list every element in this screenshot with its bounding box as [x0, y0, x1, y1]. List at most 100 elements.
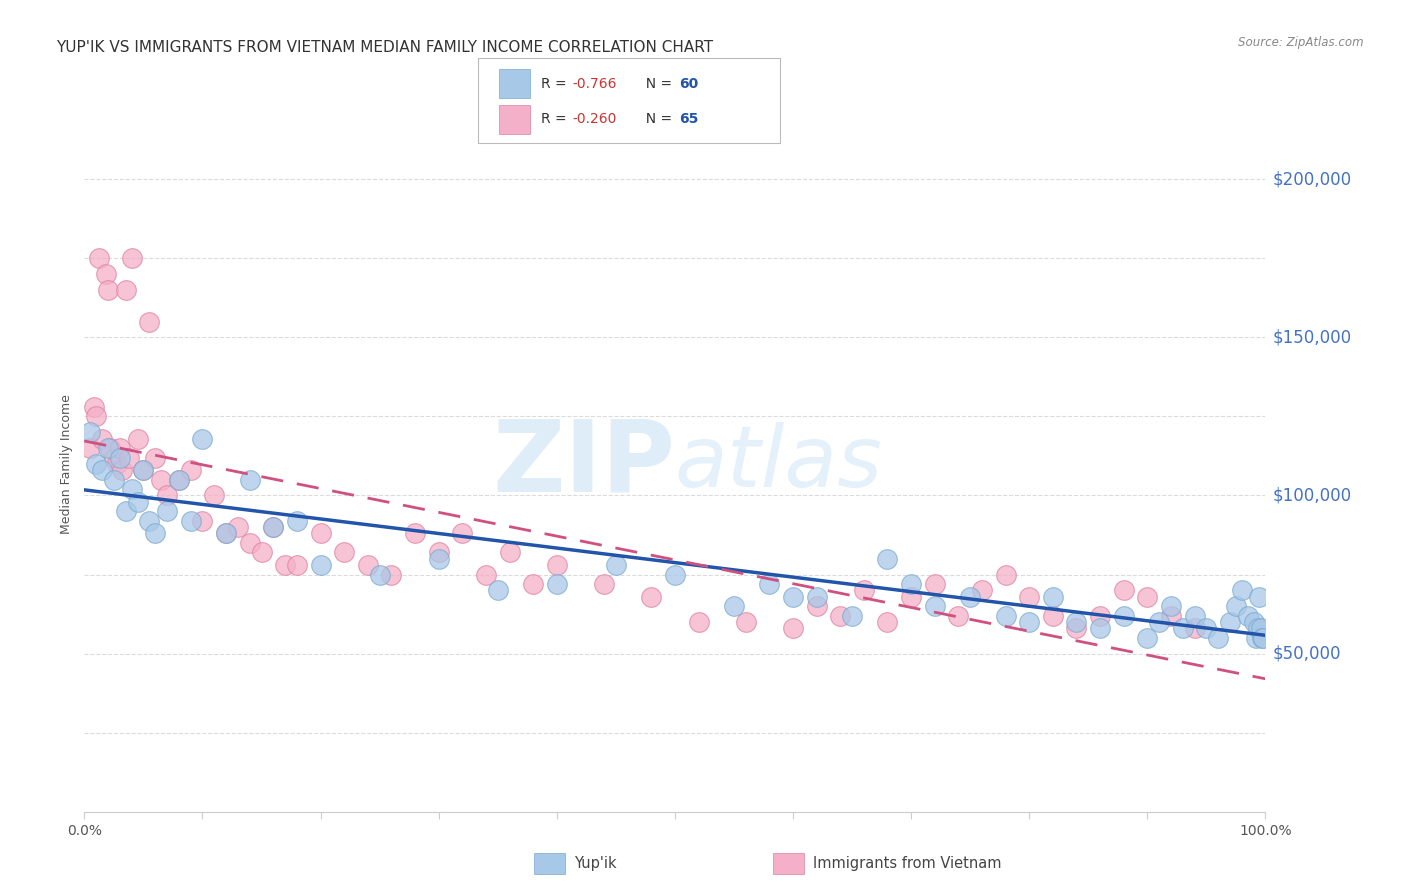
Point [1184, 608, 1206, 623]
Point [1112, 608, 1135, 623]
Point [79, 425, 101, 440]
Point [309, 526, 332, 541]
Point [1243, 615, 1265, 629]
Text: 60: 60 [679, 77, 699, 91]
Point [87, 252, 110, 266]
Text: R =: R = [541, 77, 571, 91]
Y-axis label: Median Family Income: Median Family Income [60, 394, 73, 533]
Point [1088, 608, 1111, 623]
Point [274, 558, 297, 572]
Point [852, 583, 875, 598]
Point [156, 488, 179, 502]
Point [108, 441, 131, 455]
Point [1219, 615, 1241, 629]
Point [1066, 615, 1088, 629]
Point [1147, 615, 1170, 629]
Point [948, 608, 970, 623]
Point [758, 577, 780, 591]
Point [103, 473, 125, 487]
Point [83, 400, 105, 414]
Point [285, 558, 308, 572]
Point [664, 567, 686, 582]
Point [191, 432, 214, 446]
Text: $150,000: $150,000 [1272, 328, 1351, 346]
Point [546, 558, 568, 572]
Point [127, 495, 149, 509]
Point [107, 457, 129, 471]
Point [103, 450, 125, 465]
Point [1112, 583, 1135, 598]
Point [1042, 608, 1064, 623]
Text: -0.260: -0.260 [572, 112, 617, 127]
Point [723, 599, 745, 614]
Point [84, 409, 107, 424]
Text: YUP'IK VS IMMIGRANTS FROM VIETNAM MEDIAN FAMILY INCOME CORRELATION CHART: YUP'IK VS IMMIGRANTS FROM VIETNAM MEDIAN… [56, 40, 713, 55]
Point [97, 283, 120, 297]
Point [970, 583, 993, 598]
Point [84, 457, 107, 471]
Text: 65: 65 [679, 112, 699, 127]
Point [239, 536, 262, 550]
Point [427, 551, 450, 566]
Point [1249, 590, 1271, 604]
Point [605, 558, 627, 572]
Point [202, 488, 225, 502]
Point [994, 567, 1017, 582]
Point [98, 441, 121, 455]
Point [475, 567, 498, 582]
Point [121, 252, 143, 266]
Point [108, 450, 131, 465]
Point [782, 590, 804, 604]
Point [1088, 621, 1111, 635]
Point [150, 473, 173, 487]
Point [285, 514, 308, 528]
Point [1018, 615, 1040, 629]
Point [924, 599, 946, 614]
Point [486, 583, 509, 598]
Point [191, 514, 214, 528]
Point [1195, 621, 1218, 635]
Point [1244, 631, 1267, 645]
Point [138, 514, 160, 528]
Text: R =: R = [541, 112, 571, 127]
Point [734, 615, 756, 629]
Point [994, 608, 1017, 623]
Text: $200,000: $200,000 [1272, 170, 1351, 188]
Point [380, 567, 402, 582]
Point [262, 520, 284, 534]
Point [79, 441, 101, 455]
Point [215, 526, 238, 541]
Point [114, 504, 136, 518]
Point [111, 463, 134, 477]
Point [132, 463, 155, 477]
Text: Source: ZipAtlas.com: Source: ZipAtlas.com [1239, 36, 1364, 49]
Point [1250, 621, 1272, 635]
Point [309, 558, 332, 572]
Point [806, 590, 828, 604]
Point [127, 432, 149, 446]
Point [91, 432, 114, 446]
Point [593, 577, 616, 591]
Point [1251, 631, 1274, 645]
Point [959, 590, 981, 604]
Point [138, 314, 160, 328]
Point [806, 599, 828, 614]
Point [118, 450, 141, 465]
Point [368, 567, 391, 582]
Point [262, 520, 284, 534]
Text: N =: N = [637, 112, 676, 127]
Point [841, 608, 863, 623]
Point [143, 450, 166, 465]
Point [357, 558, 380, 572]
Point [333, 545, 356, 559]
Point [1136, 631, 1159, 645]
Text: Yup'ik: Yup'ik [574, 856, 616, 871]
Point [1206, 631, 1229, 645]
Point [1160, 608, 1182, 623]
Point [215, 526, 238, 541]
Point [1066, 621, 1088, 635]
Text: N =: N = [637, 77, 676, 91]
Point [900, 590, 922, 604]
Point [180, 514, 202, 528]
Point [876, 551, 898, 566]
